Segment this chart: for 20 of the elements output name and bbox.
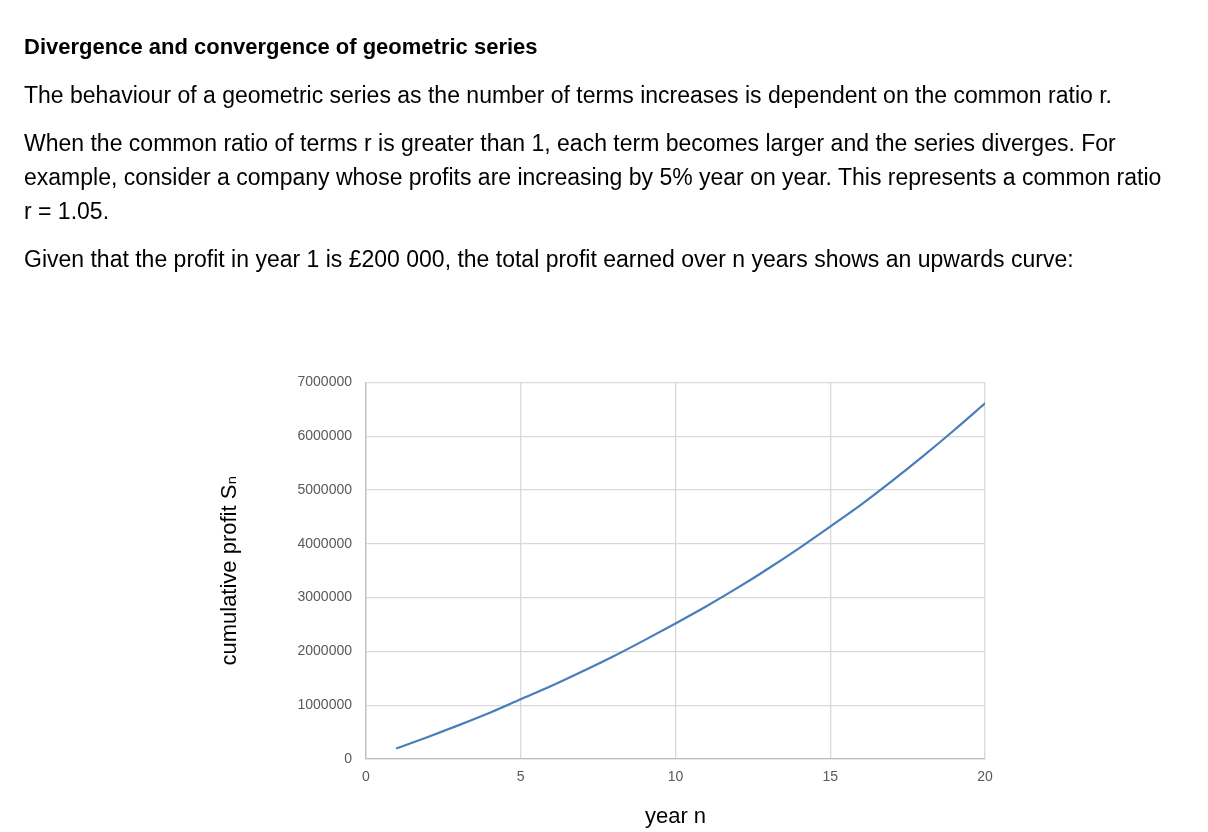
x-tick-label: 15 bbox=[822, 768, 839, 785]
chart-title: Divergence and convergence of geometric series bbox=[24, 33, 539, 61]
x-tick-label: 5 bbox=[516, 768, 525, 785]
y-axis-title: cumulative profit Sₙ bbox=[216, 475, 242, 666]
x-tick-label: 10 bbox=[667, 768, 684, 785]
x-axis-title: year n bbox=[644, 802, 707, 828]
y-tick-label: 7000000 bbox=[297, 373, 353, 390]
line-series bbox=[395, 402, 985, 750]
y-tick-label: 4000000 bbox=[297, 534, 353, 551]
y-tick-label: 6000000 bbox=[297, 427, 353, 444]
y-tick-label: 0 bbox=[344, 749, 353, 766]
text: The behaviour of a geometric series as the number of terms increases is dependent on the common ratio r. bbox=[24, 81, 1113, 110]
x-tick-label: 20 bbox=[977, 768, 993, 785]
y-tick-label: 1000000 bbox=[297, 696, 353, 713]
x-tick-label: 0 bbox=[362, 768, 371, 785]
y-tick-label: 2000000 bbox=[297, 642, 353, 659]
y-tick-label: 5000000 bbox=[297, 480, 353, 497]
y-tick-label: 3000000 bbox=[297, 588, 353, 605]
text: When the common ratio of terms r is greater than 1, each term becomes larger and the series diverges. For example, consider a company whose profits are increasing by 5% year on year. This represents a common ratio r = 1.05. bbox=[24, 129, 1163, 226]
text: Given that the profit in year 1 is £200 000, the total profit earned over n years shows an upwards curve: bbox=[24, 245, 1075, 274]
